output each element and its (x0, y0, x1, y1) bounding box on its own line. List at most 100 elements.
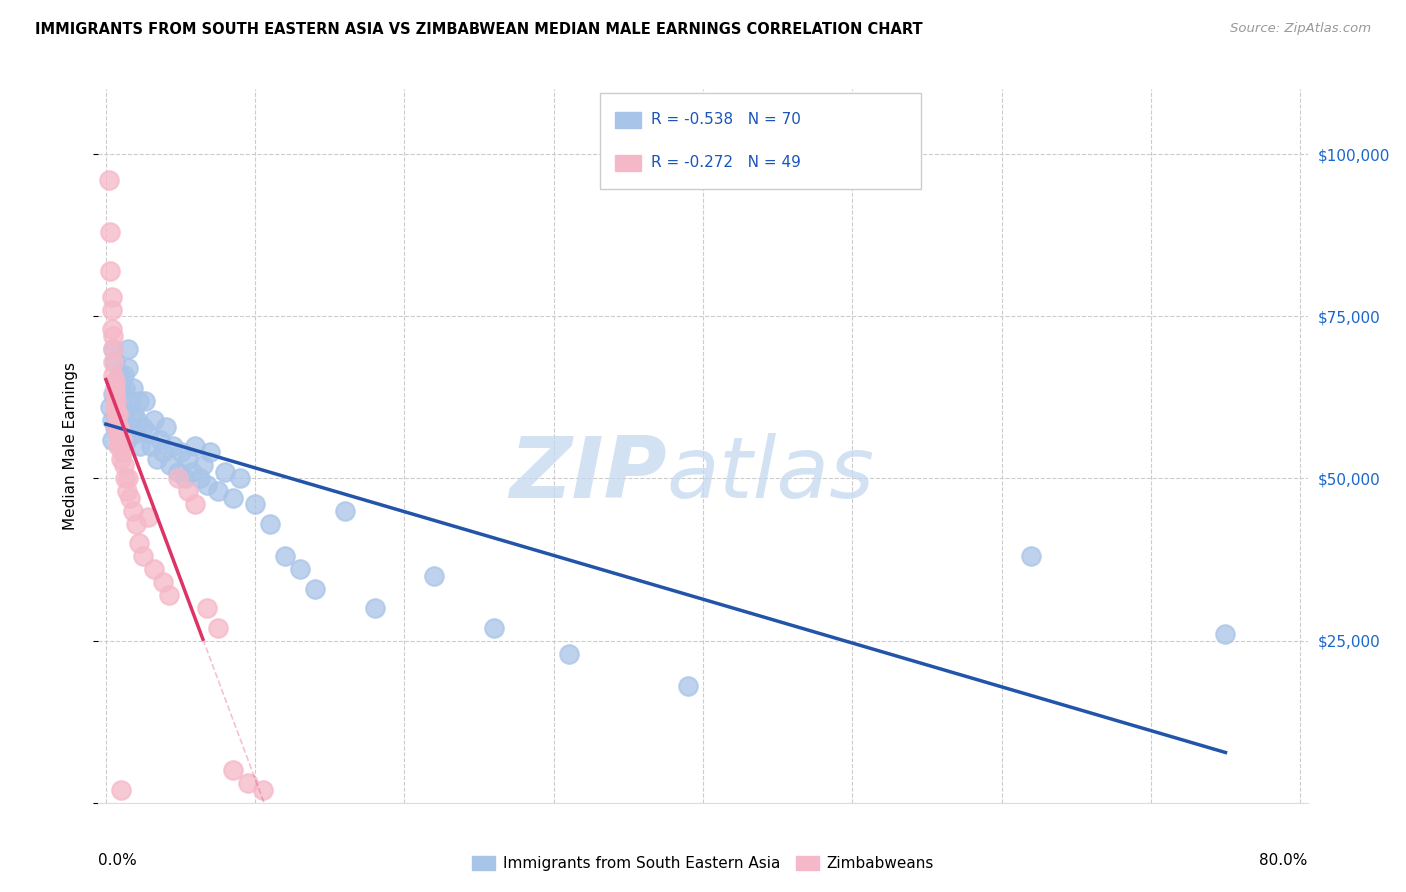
Point (101, 302, 124, 317)
Text: 0.0%: 0.0% (98, 853, 138, 868)
Point (103, 342, 125, 356)
Point (125, 516, 148, 531)
Point (114, 471, 136, 485)
Text: R = -0.538   N = 70: R = -0.538 N = 70 (651, 112, 801, 128)
Point (115, 433, 138, 447)
Point (184, 497, 207, 511)
Point (121, 504, 143, 518)
Point (333, 504, 356, 518)
Point (274, 549, 297, 564)
Point (101, 290, 124, 304)
Point (110, 439, 132, 453)
Point (105, 393, 128, 408)
Point (136, 510, 159, 524)
Point (105, 419, 128, 434)
Point (107, 425, 129, 440)
Point (363, 601, 385, 615)
Point (142, 413, 165, 427)
Point (101, 433, 124, 447)
Point (101, 413, 124, 427)
Point (236, 776, 259, 790)
Point (142, 562, 165, 576)
FancyBboxPatch shape (614, 112, 641, 128)
Point (105, 407, 128, 421)
Point (197, 601, 219, 615)
Point (97, 173, 120, 187)
Point (166, 465, 188, 479)
FancyBboxPatch shape (614, 155, 641, 170)
Point (103, 342, 125, 356)
Point (177, 484, 200, 499)
Point (104, 381, 127, 395)
Point (112, 368, 135, 382)
Point (105, 407, 128, 421)
Point (108, 368, 131, 382)
Point (252, 782, 274, 797)
Point (152, 575, 174, 590)
Point (423, 568, 446, 582)
Point (120, 419, 142, 434)
Point (111, 425, 134, 440)
Point (107, 387, 129, 401)
Point (103, 387, 125, 401)
Point (107, 425, 129, 440)
Point (482, 621, 505, 635)
Text: 80.0%: 80.0% (1260, 853, 1308, 868)
Point (159, 458, 181, 473)
Point (110, 452, 132, 467)
Point (98, 264, 121, 278)
Point (207, 621, 229, 635)
Point (117, 342, 139, 356)
Point (132, 419, 155, 434)
Text: R = -0.272   N = 49: R = -0.272 N = 49 (651, 155, 801, 170)
Point (125, 425, 148, 440)
Point (197, 478, 219, 492)
Point (181, 465, 204, 479)
Point (121, 381, 143, 395)
Point (122, 407, 145, 421)
Point (214, 465, 236, 479)
Point (166, 471, 188, 485)
Point (117, 471, 139, 485)
Legend: Immigrants from South Eastern Asia, Zimbabweans: Immigrants from South Eastern Asia, Zimb… (467, 850, 939, 877)
Point (676, 679, 699, 693)
Point (111, 433, 134, 447)
Point (101, 322, 124, 336)
Point (117, 361, 139, 376)
Point (108, 419, 131, 434)
Point (132, 549, 155, 564)
Point (129, 439, 152, 453)
Point (155, 419, 177, 434)
Point (304, 582, 326, 596)
FancyBboxPatch shape (600, 93, 921, 189)
Point (1215, 627, 1237, 641)
Point (107, 407, 129, 421)
Text: ZIP: ZIP (509, 433, 666, 516)
Point (207, 484, 229, 499)
Point (259, 516, 281, 531)
Point (103, 368, 125, 382)
Point (243, 497, 266, 511)
Point (557, 647, 579, 661)
Point (118, 393, 141, 408)
Point (128, 393, 150, 408)
Point (104, 419, 127, 434)
Point (112, 407, 135, 421)
Text: atlas: atlas (666, 433, 875, 516)
Point (111, 445, 134, 459)
Point (184, 439, 207, 453)
Point (114, 419, 136, 434)
Point (1021, 549, 1043, 564)
Point (229, 471, 252, 485)
Point (145, 452, 167, 467)
Point (136, 425, 159, 440)
Point (104, 374, 127, 388)
Point (174, 471, 197, 485)
Point (103, 328, 125, 343)
Point (118, 491, 141, 505)
Point (149, 433, 172, 447)
Point (98, 225, 121, 239)
Point (104, 354, 127, 368)
Point (169, 445, 191, 459)
Point (110, 381, 132, 395)
